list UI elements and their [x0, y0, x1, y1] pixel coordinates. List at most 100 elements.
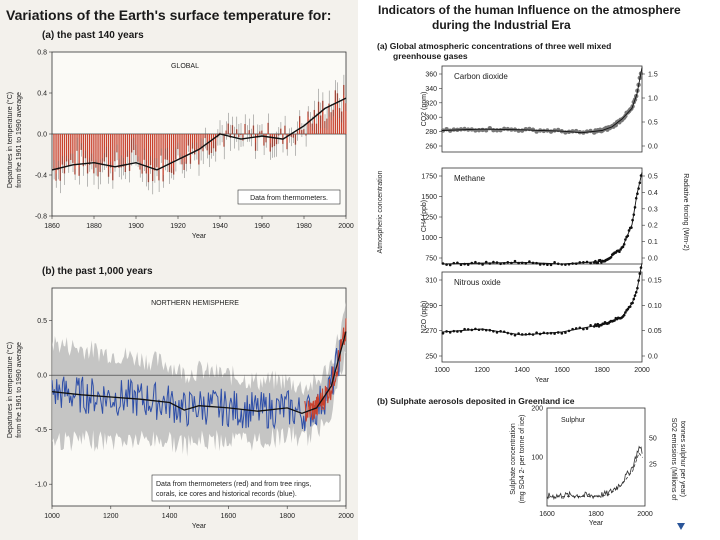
y-tick-label: -1.0: [35, 482, 47, 489]
temperature-bar: [59, 134, 61, 181]
x-tick-label: 1880: [86, 223, 102, 230]
x-axis-label: Year: [535, 377, 550, 384]
right-tick-label: 0.0: [648, 144, 658, 151]
data-point: [448, 263, 452, 267]
temperature-bar: [158, 134, 160, 181]
data-point: [451, 127, 456, 132]
data-point: [560, 332, 564, 335]
temperature-bar: [70, 134, 72, 160]
panel-ylabel: CO2 (ppm): [421, 92, 428, 127]
y-tick-label: 250: [425, 354, 437, 361]
temperature-bar: [160, 134, 162, 156]
temperature-bar: [112, 134, 114, 181]
x-tick-label: 2000: [338, 223, 354, 230]
x-tick-label: 1960: [254, 223, 270, 230]
x-tick-label: 1800: [279, 513, 295, 520]
temperature-bar: [137, 134, 139, 162]
right-tick-label: 1.0: [648, 96, 658, 103]
panel-ylabel: CH4 (ppb): [421, 200, 428, 232]
y-tick-label: -0.5: [35, 427, 47, 434]
y-tick-label: 0.8: [37, 50, 47, 57]
temperature-bar: [84, 134, 87, 159]
temperature-bar: [345, 103, 347, 134]
y-tick-label: 1000: [421, 235, 437, 242]
smoothed-line: [51, 97, 347, 171]
temperature-bar: [89, 134, 91, 165]
temperature-bar: [139, 134, 141, 170]
right-tick-label: 0.0: [648, 354, 658, 361]
temperature-bar: [194, 134, 196, 155]
y-axis-label-2: from the 1961 to 1990 average: [16, 342, 23, 438]
ghg-chart: Carbon dioxide 360 340 320 300 280 260 1.5 1.0 0.…: [377, 65, 689, 384]
temperature-bar: [65, 134, 68, 162]
smoothed-line: [51, 331, 347, 414]
y-axis-label-1: Departures in temperature (°C): [6, 342, 14, 438]
temperature-bar: [126, 134, 129, 157]
panel-frame: [441, 167, 643, 265]
temperature-bar: [68, 134, 70, 166]
temperature-bar: [135, 134, 137, 156]
temperature-bar: [74, 134, 76, 175]
data-point: [481, 263, 484, 266]
temperature-bar: [145, 134, 147, 174]
trend-line: [441, 67, 643, 134]
temperature-bar: [93, 134, 95, 174]
right-title-line2: during the Industrial Era: [432, 18, 571, 32]
y-tick-label: 0.0: [37, 373, 47, 380]
y-axis-label-1: Departures in temperature (°C): [6, 92, 14, 188]
right-tick-label: 0.5: [648, 120, 658, 127]
right-tick-label: 0.05: [648, 328, 662, 335]
temperature-bar: [330, 112, 332, 134]
right-tick-label: 0.5: [648, 174, 658, 181]
temperature-bar: [166, 134, 168, 160]
temperature-bar: [107, 134, 110, 177]
y-tick-label: 750: [425, 256, 437, 263]
panel-title: Carbon dioxide: [454, 72, 508, 81]
temperature-bar: [61, 134, 63, 165]
temperature-bar: [162, 134, 164, 182]
temperature-bar: [122, 134, 124, 167]
right-tick-label: 0.10: [648, 303, 662, 310]
trend-line: [441, 262, 643, 336]
next-slide-arrow-icon[interactable]: [677, 523, 685, 530]
temperature-bar: [99, 134, 101, 172]
right-a-line2: greenhouse gases: [393, 51, 468, 61]
temperature-bar: [57, 134, 59, 171]
temperature-bar: [336, 93, 339, 134]
temperature-bar: [156, 134, 158, 168]
temperature-bar: [78, 134, 80, 176]
temperature-bar: [332, 109, 334, 134]
temperature-bar: [338, 108, 341, 134]
temperature-bar: [116, 134, 118, 153]
chart-title: NORTHERN HEMISPHERE: [151, 300, 239, 307]
temperature-bar: [170, 134, 173, 173]
data-point: [549, 263, 553, 267]
right-tick-label: 0.15: [648, 278, 662, 285]
temperature-bar: [177, 134, 179, 150]
data-point: [458, 127, 464, 132]
temperature-bar: [313, 109, 315, 134]
x-tick-label: 1980: [296, 223, 312, 230]
panel-title: Sulphur: [561, 417, 586, 424]
x-tick-label: 2000: [634, 367, 650, 374]
temperature-bar: [120, 134, 122, 168]
note-text-1: Data from thermometers (red) and from tr…: [156, 481, 311, 488]
temperature-bar: [91, 134, 93, 162]
temperature-bar: [82, 134, 84, 167]
temperature-bar: [322, 100, 324, 134]
y-tick-label: 0.4: [37, 91, 47, 98]
x-tick-label: 1200: [103, 513, 119, 520]
note-box: [151, 474, 341, 502]
temperature-bar: [343, 84, 345, 134]
temperature-bar: [189, 134, 192, 164]
temperature-bar: [103, 134, 105, 162]
x-tick-label: 1600: [221, 513, 237, 520]
y-tick-label: 0.5: [37, 318, 47, 325]
data-point: [513, 333, 517, 337]
subtitle-a: (a) the past 140 years: [42, 30, 144, 41]
data-point: [596, 261, 600, 265]
temperature-bar: [124, 134, 126, 173]
data-point: [552, 128, 557, 133]
x-tick-label: 1400: [162, 513, 178, 520]
